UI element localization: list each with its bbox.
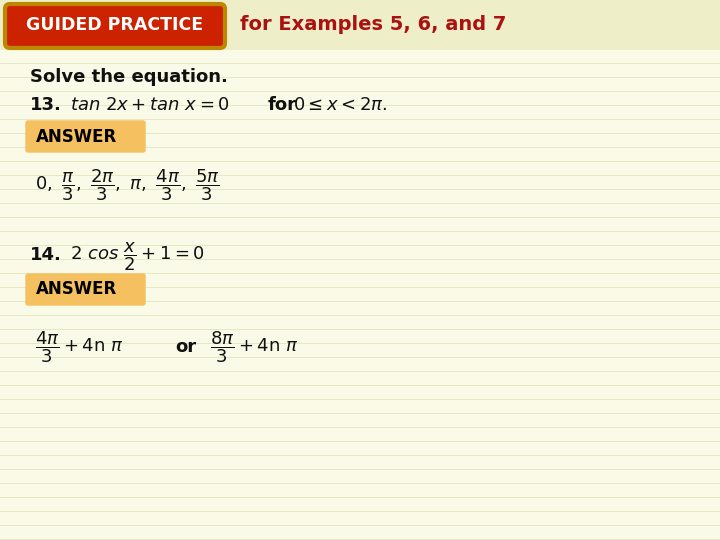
Text: $\dfrac{4\pi}{3} + 4\mathrm{n}\ \pi$: $\dfrac{4\pi}{3} + 4\mathrm{n}\ \pi$ [35, 329, 123, 365]
Bar [0, 259, 720, 260]
Text: GUIDED PRACTICE: GUIDED PRACTICE [27, 16, 204, 34]
Text: $0 \leq x < 2\pi.$: $0 \leq x < 2\pi.$ [293, 96, 387, 114]
FancyBboxPatch shape [0, 0, 720, 50]
Bar [0, 105, 720, 106]
Text: ANSWER: ANSWER [36, 127, 117, 145]
Bar [0, 231, 720, 232]
Bar [0, 91, 720, 92]
FancyBboxPatch shape [5, 4, 225, 48]
Bar [0, 371, 720, 372]
Bar [0, 441, 720, 442]
Bar [0, 511, 720, 512]
Text: $0,\ \dfrac{\pi}{3},\ \dfrac{2\pi}{3},\ \pi,\ \dfrac{4\pi}{3},\ \dfrac{5\pi}{3}$: $0,\ \dfrac{\pi}{3},\ \dfrac{2\pi}{3},\ … [35, 167, 220, 203]
Bar [0, 483, 720, 484]
Bar [0, 203, 720, 204]
Bar [0, 287, 720, 288]
Text: Solve the equation.: Solve the equation. [30, 68, 228, 86]
FancyBboxPatch shape [26, 121, 145, 152]
Bar [0, 35, 720, 36]
Bar [0, 133, 720, 134]
Bar [0, 245, 720, 246]
FancyBboxPatch shape [26, 274, 145, 305]
Text: 14.: 14. [30, 246, 62, 264]
Bar [0, 161, 720, 162]
Text: for Examples 5, 6, and 7: for Examples 5, 6, and 7 [240, 16, 506, 35]
Bar [0, 329, 720, 330]
Bar [0, 399, 720, 400]
Bar [0, 7, 720, 8]
Bar [0, 315, 720, 316]
Text: $\mathit{tan}\ 2x + \mathit{tan}\ x = 0\ $: $\mathit{tan}\ 2x + \mathit{tan}\ x = 0\… [70, 96, 230, 114]
Bar [0, 427, 720, 428]
Bar [0, 147, 720, 148]
Text: for: for [268, 96, 297, 114]
Bar [0, 357, 720, 358]
Text: $\dfrac{8\pi}{3} + 4\mathrm{n}\ \pi$: $\dfrac{8\pi}{3} + 4\mathrm{n}\ \pi$ [210, 329, 298, 365]
Bar [0, 77, 720, 78]
Bar [0, 21, 720, 22]
Bar [0, 119, 720, 120]
Bar [0, 189, 720, 190]
Bar [0, 385, 720, 386]
Bar [0, 63, 720, 64]
Bar [0, 497, 720, 498]
Bar [0, 49, 720, 50]
Bar [0, 217, 720, 218]
Bar [0, 301, 720, 302]
Text: or: or [175, 338, 196, 356]
Text: ANSWER: ANSWER [36, 280, 117, 299]
Bar [0, 539, 720, 540]
Bar [0, 175, 720, 176]
Text: $2\ \mathit{cos}\ \dfrac{x}{2} + 1 = 0$: $2\ \mathit{cos}\ \dfrac{x}{2} + 1 = 0$ [70, 241, 205, 273]
Bar [0, 455, 720, 456]
Bar [0, 525, 720, 526]
Bar [0, 469, 720, 470]
Text: 13.: 13. [30, 96, 62, 114]
Bar [0, 413, 720, 414]
Bar [0, 273, 720, 274]
Bar [0, 343, 720, 344]
